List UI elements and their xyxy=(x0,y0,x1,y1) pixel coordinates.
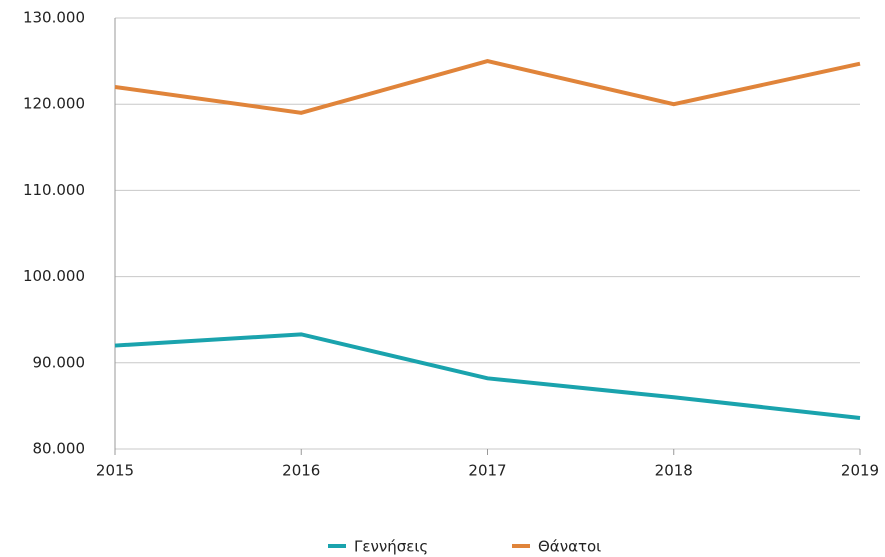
x-tick-label: 2017 xyxy=(468,462,506,480)
x-tick-label: 2016 xyxy=(282,462,320,480)
y-tick-label: 110.000 xyxy=(23,181,85,199)
y-tick-label: 130.000 xyxy=(23,9,85,27)
y-tick-label: 90.000 xyxy=(33,353,86,371)
legend-label: Γεννήσεις xyxy=(354,538,428,556)
x-tick-label: 2015 xyxy=(96,462,134,480)
y-tick-label: 80.000 xyxy=(33,440,86,458)
legend-label: Θάνατοι xyxy=(538,538,601,556)
x-tick-label: 2019 xyxy=(841,462,879,480)
line xyxy=(114,59,861,115)
y-tick-label: 120.000 xyxy=(23,95,85,113)
line xyxy=(114,332,861,420)
x-tick-label: 2018 xyxy=(655,462,693,480)
y-tick-label: 100.000 xyxy=(23,267,85,285)
